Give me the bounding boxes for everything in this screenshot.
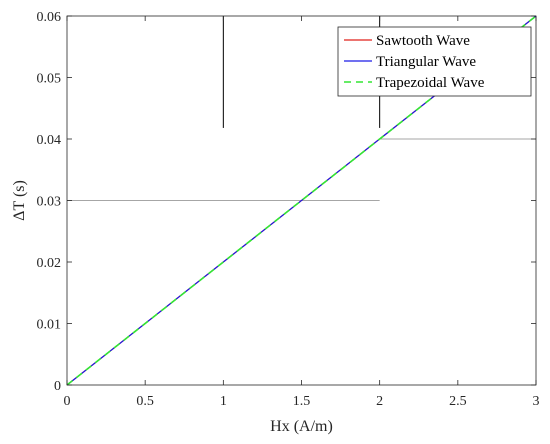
y-tick-label: 0.03 xyxy=(37,195,62,210)
x-tick-label: 0.5 xyxy=(136,394,154,409)
x-tick-label: 1 xyxy=(220,394,227,409)
legend-label: Sawtooth Wave xyxy=(376,33,470,49)
legend-label: Trapezoidal Wave xyxy=(376,75,485,91)
x-tick-label: 2.5 xyxy=(449,394,467,409)
y-axis-title: ΔT (s) xyxy=(11,180,28,221)
y-tick-label: 0.01 xyxy=(37,318,62,333)
y-tick-label: 0.04 xyxy=(37,133,62,148)
x-tick-label: 3 xyxy=(533,394,540,409)
y-tick-label: 0.05 xyxy=(37,72,62,87)
legend-label: Triangular Wave xyxy=(376,54,476,70)
x-tick-label: 1.5 xyxy=(293,394,311,409)
x-tick-label: 0 xyxy=(64,394,71,409)
x-tick-label: 2 xyxy=(376,394,383,409)
y-tick-label: 0.06 xyxy=(37,10,62,25)
y-tick-label: 0 xyxy=(54,379,61,394)
y-tick-label: 0.02 xyxy=(37,256,62,271)
x-axis-title: Hx (A/m) xyxy=(270,418,333,435)
